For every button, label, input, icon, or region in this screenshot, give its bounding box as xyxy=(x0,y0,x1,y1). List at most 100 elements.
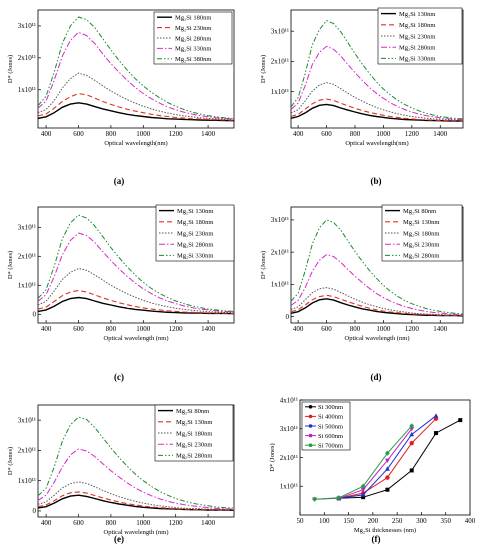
y-axis-label: D* (Jones) xyxy=(260,251,267,279)
legend-label: Mg₂Si 230nm xyxy=(399,33,435,40)
y-tick-label: 0 xyxy=(286,313,290,321)
legend-label: Mg₂Si 230nm xyxy=(403,242,439,249)
legend-marker xyxy=(308,405,313,409)
legend-label: Mg₂Si 180nm xyxy=(177,219,213,226)
panel-label: (f) xyxy=(372,534,381,544)
y-tick-label: 4x10¹¹ xyxy=(280,396,298,404)
legend: Mg₂Si 180nm Mg₂Si 230nm Mg₂Si 280nm Mg₂Si 3… xyxy=(153,11,233,65)
series-line xyxy=(38,93,234,121)
data-point xyxy=(409,431,415,437)
x-tick-label: 150 xyxy=(343,517,354,525)
legend-label: Si 700nm xyxy=(318,443,343,450)
x-axis-label: Optical wavelength (nm) xyxy=(345,335,410,342)
x-tick-label: 600 xyxy=(73,130,84,138)
series-line xyxy=(291,19,463,120)
panel-label: (a) xyxy=(114,176,125,186)
x-tick-label: 1000 xyxy=(136,130,151,138)
legend-label: Mg₂Si 230nm xyxy=(177,230,213,237)
series-line xyxy=(291,294,463,317)
legend-label: Mg₂Si 80nm xyxy=(403,208,436,215)
series-line xyxy=(38,16,234,119)
y-tick-label: 0 xyxy=(33,507,37,515)
y-tick-label: 2x10¹¹ xyxy=(18,54,36,62)
y-tick-label: 1x10¹¹ xyxy=(18,477,36,485)
x-axis-label: Optical wavelength (nm) xyxy=(104,335,169,342)
x-tick-label: 200 xyxy=(368,517,379,525)
y-tick-label: 3x10¹¹ xyxy=(18,224,36,232)
x-tick-label: 400 xyxy=(293,325,304,333)
x-tick-label: 1200 xyxy=(169,130,184,138)
data-point xyxy=(336,495,342,501)
x-tick-label: 1400 xyxy=(433,130,448,138)
x-tick-label: 800 xyxy=(106,519,117,527)
legend-label: Si 300nm xyxy=(318,404,343,411)
x-axis-label: Optical wavelength (nm) xyxy=(104,529,169,536)
x-tick-label: 1000 xyxy=(136,325,151,333)
data-point xyxy=(360,483,366,489)
y-axis-label: D* (Jones) xyxy=(260,55,267,83)
x-axis-label: Mg₂Si thicknesses (nm) xyxy=(354,527,416,534)
y-tick-label: 3x10¹¹ xyxy=(18,22,36,30)
panel-label: (b) xyxy=(371,176,382,186)
y-tick-label: 2x10¹¹ xyxy=(18,447,36,455)
x-tick-label: 250 xyxy=(392,517,403,525)
x-tick-label: 800 xyxy=(106,130,117,138)
panel-label: (c) xyxy=(114,372,124,382)
x-tick-label: 50 xyxy=(297,517,305,525)
legend-label: Mg₂Si 280nm xyxy=(403,253,439,260)
legend-marker xyxy=(308,433,313,438)
series-line xyxy=(291,254,463,316)
plot-frame xyxy=(290,206,464,324)
series-line xyxy=(38,494,234,511)
series-line xyxy=(38,289,234,314)
legend-label: Mg₂Si 230nm xyxy=(175,25,211,32)
legend: Si 300nm Si 400nm Si 500nm Si 600nm Si 700nm xyxy=(301,401,351,451)
x-tick-label: 1000 xyxy=(376,130,391,138)
x-axis-label: Optical wavelength(nm) xyxy=(104,140,167,147)
series-line xyxy=(38,448,234,510)
data-point xyxy=(434,431,438,436)
plot-frame xyxy=(37,404,235,518)
plot-frame xyxy=(37,206,235,324)
x-tick-label: 1000 xyxy=(376,325,391,333)
panel-label: (d) xyxy=(371,372,382,382)
y-axis-label: D* (Jones) xyxy=(7,251,14,279)
data-point xyxy=(385,450,390,456)
legend-label: Mg₂Si 180nm xyxy=(403,230,439,237)
x-tick-label: 1000 xyxy=(136,519,151,527)
y-tick-label: 1x10¹¹ xyxy=(271,281,289,289)
legend-label: Mg₂Si 130nm xyxy=(403,219,439,226)
legend-label: Mg₂Si 330nm xyxy=(399,56,435,63)
y-tick-label: 2x10¹¹ xyxy=(18,253,36,261)
x-tick-label: 1400 xyxy=(201,519,216,527)
x-tick-label: 1400 xyxy=(201,130,216,138)
chart-panel-b: 400 600 800 1000 1200 1400 1x10¹¹ 2x10¹¹ 3x10¹¹ O… xyxy=(260,7,464,186)
x-tick-label: 400 xyxy=(41,325,52,333)
series-line xyxy=(38,296,234,315)
chart-panel-c: 400 600 800 1000 1200 1400 0 1x10¹¹ 2x10¹¹ 3x10¹¹… xyxy=(7,204,235,382)
y-tick-label: 2x10¹¹ xyxy=(280,454,298,462)
x-tick-label: 1400 xyxy=(201,325,216,333)
legend: Mg₂Si 80nm Mg₂Si 130nm Mg₂Si 180nm Mg₂Si 23… xyxy=(381,204,463,262)
legend-label: Mg₂Si 280nm xyxy=(175,35,211,42)
series-line xyxy=(338,415,437,499)
x-tick-label: 400 xyxy=(293,130,304,138)
legend: Mg₂Si 130nm Mg₂Si 180nm Mg₂Si 230nm Mg₂Si 2… xyxy=(377,7,463,65)
data-point xyxy=(385,475,390,480)
x-tick-label: 400 xyxy=(41,519,52,527)
y-tick-label: 3x10¹¹ xyxy=(271,216,289,224)
legend-label: Si 600nm xyxy=(318,433,343,440)
series-line xyxy=(338,418,437,499)
legend-label: Mg₂Si 280nm xyxy=(177,242,213,249)
y-tick-label: 1x10¹¹ xyxy=(18,282,36,290)
x-tick-label: 300 xyxy=(416,517,427,525)
y-tick-label: 3x10¹¹ xyxy=(18,416,36,424)
x-tick-label: 1200 xyxy=(405,325,420,333)
x-tick-label: 350 xyxy=(440,517,451,525)
legend-label: Mg₂Si 80nm xyxy=(176,408,209,415)
data-point xyxy=(360,492,366,497)
data-point xyxy=(360,487,366,493)
data-point xyxy=(458,418,463,423)
series-line xyxy=(38,232,234,313)
